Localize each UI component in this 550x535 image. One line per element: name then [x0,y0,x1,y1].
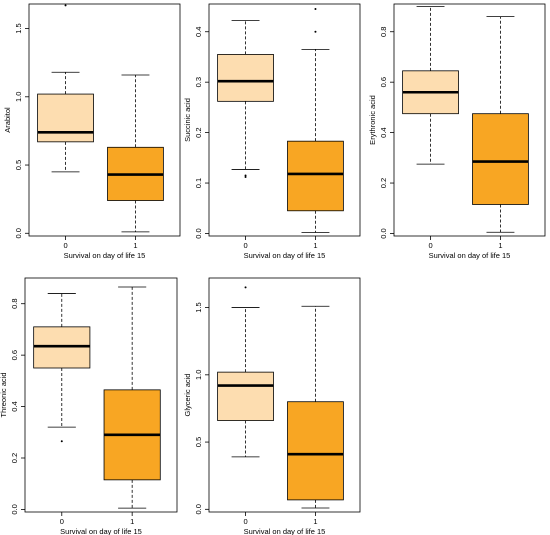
plot-frame [208,3,361,237]
outlier-point [314,30,317,33]
y-axis-label: Erythronic acid [368,95,377,145]
outlier-point [314,8,317,11]
y-tick-label: 1.0 [14,92,23,102]
x-tick-label: 0 [243,241,247,250]
y-tick-label: 0.0 [10,504,19,514]
y-tick-label: 0.5 [194,437,203,447]
y-tick-label: 0.6 [10,350,19,360]
x-tick-label: 1 [133,241,137,250]
x-axis-label: Survival on day of life 15 [60,527,142,535]
outlier-point [244,286,247,289]
y-tick-label: 0.0 [194,228,203,238]
plot-frame [24,277,178,513]
x-tick-label: 1 [313,517,317,526]
y-tick-label: 0.0 [379,228,388,238]
x-axis-label: Survival on day of life 15 [244,527,326,535]
plot-frame [393,3,546,237]
y-axis-label: Succinic acid [183,98,192,142]
y-tick-label: 0.1 [194,178,203,188]
y-axis-label: Arabitol [3,107,12,133]
x-tick-label: 0 [60,517,64,526]
x-axis-label: Survival on day of life 15 [64,251,146,260]
y-tick-label: 0.2 [379,178,388,188]
y-tick-label: 0.4 [379,127,388,137]
y-tick-label: 1.5 [14,23,23,33]
box-iqr [217,371,274,421]
y-tick-label: 1.5 [194,302,203,312]
box-iqr [472,113,529,205]
outlier-point [244,175,247,178]
box-iqr [287,140,344,212]
box-iqr [37,93,94,143]
y-tick-label: 0.0 [14,228,23,238]
y-axis-label: Glyceric acid [183,374,192,417]
y-tick-label: 0.4 [10,401,19,411]
x-tick-label: 1 [313,241,317,250]
y-tick-label: 0.2 [194,127,203,137]
x-axis-label: Survival on day of life 15 [244,251,326,260]
x-tick-label: 1 [130,517,134,526]
y-tick-label: 0.8 [379,27,388,37]
box-iqr [217,54,274,102]
box-iqr [287,401,344,501]
outlier-point [60,440,63,443]
outlier-point [244,174,247,177]
x-tick-label: 0 [428,241,432,250]
x-tick-label: 1 [498,241,502,250]
y-tick-label: 0.6 [379,77,388,87]
y-tick-label: 1.0 [194,370,203,380]
outlier-point [64,4,67,7]
x-tick-label: 0 [243,517,247,526]
y-tick-label: 0.2 [10,453,19,463]
y-tick-label: 0.3 [194,77,203,87]
plot-frame [208,277,361,513]
y-tick-label: 0.5 [14,160,23,170]
y-tick-label: 0.8 [10,298,19,308]
y-tick-label: 0.4 [194,27,203,37]
y-axis-label: Threonic acid [0,372,8,417]
x-axis-label: Survival on day of life 15 [429,251,511,260]
plot-frame [28,3,181,237]
y-tick-label: 0.0 [194,504,203,514]
x-tick-label: 0 [63,241,67,250]
chart-panel: 0.0 0.2 0.4 0.6 0.8 Erythronic acid 0 1Survival… [368,3,546,260]
